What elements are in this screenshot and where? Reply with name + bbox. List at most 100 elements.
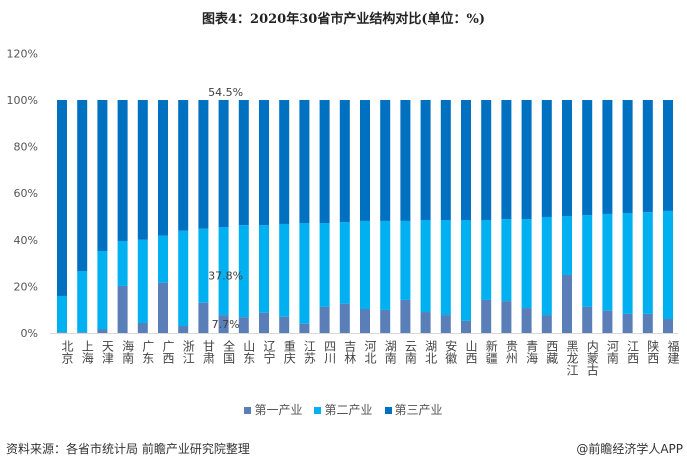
bar-segment-黑龙江-第三产业 (562, 100, 572, 217)
bar-segment-甘肃-第一产业 (198, 302, 209, 333)
bar-segment-湖南-第二产业 (380, 220, 391, 310)
bar-segment-湖北-第一产业 (420, 312, 431, 333)
bar-segment-重庆-第二产业 (279, 223, 290, 317)
bar-segment-全国-第一产业 (218, 315, 229, 333)
bar-segment-吉林-第一产业 (339, 303, 350, 333)
bar-segment-贵州-第一产业 (501, 301, 512, 333)
bar-segment-吉林-第三产业 (339, 100, 350, 223)
bar-segment-贵州-第二产业 (501, 219, 512, 302)
x-tick-label: 全国 (222, 339, 236, 364)
x-tick-label: 福建 (666, 339, 680, 365)
bar-segment-新疆-第三产业 (481, 100, 492, 220)
bar-segment-江苏-第三产业 (299, 100, 310, 224)
x-tick-label: 青海 (525, 340, 539, 364)
bar-segment-湖南-第三产业 (380, 100, 391, 221)
bar-segment-山东-第一产业 (238, 317, 249, 333)
legend-item: 第三产业 (384, 401, 443, 418)
x-tick-label: 广西 (161, 340, 175, 364)
bar-segment-内蒙古-第三产业 (582, 100, 593, 216)
x-tick-label: 山西 (464, 340, 478, 364)
legend-item: 第二产业 (314, 401, 373, 418)
stacked-bar-chart: 0% 20% 40% 60% 80% 100% 120% 北京 上海 天津 海南 广东 广西 浙江 甘肃 全国… (7, 47, 680, 376)
legend-item: 第一产业 (244, 401, 302, 418)
x-tick-label: 重庆 (282, 340, 296, 364)
bar-segment-安徽-第三产业 (440, 100, 451, 220)
x-tick-label: 江苏 (302, 340, 316, 364)
legend-swatch (314, 407, 322, 414)
y-tick-label: 80% (14, 141, 38, 154)
bar-segment-陕西-第一产业 (642, 313, 653, 333)
bar-segment-北京-第一产业 (57, 332, 67, 333)
data-label: 37.8% (208, 269, 243, 282)
bar-segment-四川-第二产业 (319, 223, 330, 307)
x-tick-label: 湖北 (424, 339, 438, 365)
x-tick-label: 甘肃 (201, 340, 215, 365)
bar-segment-黑龙江-第一产业 (562, 274, 572, 333)
bar-segment-贵州-第三产业 (501, 100, 512, 220)
x-tick-label: 北京 (60, 340, 74, 365)
legend-label: 第三产业 (394, 403, 443, 417)
bar-segment-青海-第二产业 (521, 219, 532, 309)
bar-segment-江西-第一产业 (622, 313, 633, 333)
x-tick-label: 湖南 (383, 339, 397, 364)
bar-segment-湖北-第二产业 (420, 219, 431, 313)
legend-label: 第一产业 (254, 403, 303, 417)
bar-segment-福建-第二产业 (663, 210, 673, 320)
y-tick-label: 100% (7, 94, 38, 107)
bar-segment-北京-第三产业 (57, 100, 67, 296)
x-tick-label: 辽宁 (262, 340, 276, 364)
x-tick-label: 黑龙江 (565, 340, 579, 376)
bar-segment-河北-第三产业 (360, 100, 370, 221)
bar-segment-江西-第三产业 (622, 100, 633, 214)
bar-segment-内蒙古-第一产业 (582, 306, 593, 333)
x-tick-label: 吉林 (343, 340, 357, 364)
bar-segment-全国-第二产业 (218, 226, 229, 316)
bar-segment-福建-第三产业 (663, 100, 673, 211)
data-label: 54.5% (208, 86, 243, 99)
x-tick-label: 上海 (80, 340, 94, 364)
bar-segment-山西-第三产业 (461, 100, 471, 220)
bar-segment-河南-第二产业 (602, 213, 613, 311)
bar-segment-黑龙江-第二产业 (562, 216, 572, 275)
bar-segment-天津-第三产业 (97, 100, 108, 251)
x-tick-label: 新疆 (484, 339, 498, 364)
bar-segment-江西-第二产业 (622, 213, 633, 314)
bar-segment-浙江-第一产业 (178, 326, 189, 333)
bar-segment-西藏-第三产业 (541, 100, 552, 217)
x-tick-label: 江西 (626, 340, 640, 364)
bar-segment-四川-第一产业 (319, 306, 330, 333)
bar-segment-广西-第二产业 (158, 235, 168, 283)
x-tick-label: 内蒙古 (585, 340, 599, 376)
y-tick-label: 120% (7, 47, 38, 60)
bar-segment-云南-第三产业 (400, 100, 411, 221)
legend-swatch (244, 407, 252, 414)
bar-segment-辽宁-第三产业 (259, 100, 269, 226)
bar-segment-山东-第三产业 (238, 100, 249, 226)
bar-segment-天津-第二产业 (97, 250, 108, 330)
bar-segment-上海-第二产业 (77, 271, 88, 333)
x-tick-label: 西藏 (545, 340, 559, 365)
x-tick-label: 云南 (403, 340, 417, 364)
bar-segment-广东-第一产业 (137, 322, 148, 333)
bar-segment-甘肃-第三产业 (198, 100, 209, 229)
bar-segment-安徽-第一产业 (440, 315, 451, 333)
y-tick-label: 20% (14, 280, 38, 293)
bar-segment-浙江-第三产业 (178, 100, 189, 231)
x-tick-label: 贵州 (504, 340, 518, 364)
bar-segment-新疆-第二产业 (481, 219, 492, 300)
bar-segment-河南-第三产业 (602, 100, 613, 214)
bar-segment-云南-第二产业 (400, 220, 411, 300)
bar-segment-浙江-第二产业 (178, 230, 189, 327)
bar-segment-上海-第三产业 (77, 100, 88, 272)
bar-segment-西藏-第一产业 (541, 315, 552, 333)
bar-segment-广东-第二产业 (137, 239, 148, 323)
bar-segment-新疆-第一产业 (481, 299, 492, 333)
bar-segment-福建-第一产业 (663, 319, 673, 333)
x-tick-label: 陕西 (646, 339, 660, 364)
x-tick-label: 四川 (323, 340, 337, 364)
x-tick-label: 安徽 (444, 339, 458, 364)
bar-segment-山西-第一产业 (461, 320, 471, 333)
bar-segment-甘肃-第二产业 (198, 228, 209, 303)
bar-segment-河北-第一产业 (360, 309, 370, 333)
bar-segment-青海-第三产业 (521, 100, 532, 220)
